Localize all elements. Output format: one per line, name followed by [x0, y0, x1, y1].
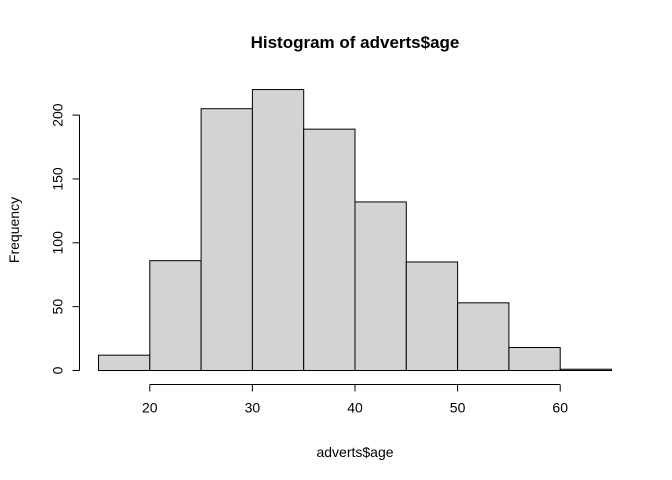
histogram-bar-40-45 — [354, 201, 407, 371]
chart-title: Histogram of adverts$age — [251, 33, 460, 52]
histogram-bar-35-40 — [303, 128, 356, 371]
y-axis: 0 50 100 150 200 — [50, 103, 80, 374]
y-tick-label-50: 50 — [50, 299, 66, 315]
x-tick-label-60: 60 — [552, 400, 568, 416]
histogram-bar-15-20 — [98, 354, 151, 371]
histogram-bar-30-35 — [251, 89, 305, 371]
y-tick-label-200: 200 — [50, 103, 66, 127]
y-tick-label-100: 100 — [50, 231, 66, 255]
x-tick-label-20: 20 — [142, 400, 158, 416]
x-tick-label-30: 30 — [245, 400, 261, 416]
histogram-bar-25-30 — [200, 108, 253, 371]
histogram-bar-20-25 — [149, 260, 202, 372]
bars-group — [98, 89, 613, 372]
y-tick-label-150: 150 — [50, 167, 66, 191]
y-axis-label: Frequency — [6, 197, 22, 263]
x-axis: 20 30 40 50 60 — [142, 384, 568, 416]
x-axis-label: adverts$age — [316, 444, 393, 460]
histogram-bar-45-50 — [405, 261, 459, 371]
histogram-bar-55-60 — [508, 347, 561, 372]
histogram-bar-60-65 — [559, 368, 613, 371]
x-tick-label-50: 50 — [450, 400, 466, 416]
histogram-bar-50-55 — [457, 302, 510, 371]
x-tick-label-40: 40 — [347, 400, 363, 416]
y-tick-label-0: 0 — [50, 366, 66, 374]
